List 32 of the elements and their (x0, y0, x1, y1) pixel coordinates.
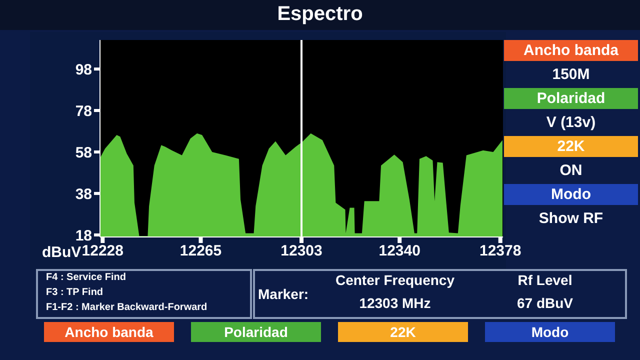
text: 22K (338, 324, 468, 340)
text: 22K (504, 138, 638, 155)
x-tick-label: 12228 (82, 242, 124, 260)
text: Ancho banda (44, 324, 174, 340)
text: V (13v) (545, 114, 597, 131)
text: F1-F2 : Marker Backward-Forward (46, 302, 208, 313)
text: 150M (551, 66, 591, 83)
x-tick-label: 12340 (378, 242, 420, 260)
x-tick-label: 12265 (180, 242, 222, 260)
y-tick-label: 18 (75, 227, 92, 244)
text: F3 : TP Find (46, 287, 104, 298)
y-tick-label: 38 (75, 186, 92, 203)
text: 67 dBuV (516, 295, 574, 311)
text: Rf Level (516, 272, 574, 288)
text: Marker: (258, 286, 309, 302)
x-tick-label: 12303 (280, 242, 322, 260)
text: F4 : Service Find (46, 272, 126, 283)
text: Center Frequency (334, 272, 456, 288)
y-axis-title: dBuV (42, 244, 82, 261)
text: Polaridad (504, 90, 638, 107)
text: Polaridad (191, 324, 321, 340)
text: Show RF (538, 210, 604, 227)
chart-title: Espectro (0, 0, 640, 30)
y-tick-label: 58 (75, 144, 92, 162)
text: ON (558, 162, 584, 179)
text: 12303 MHz (358, 295, 432, 311)
x-tick-label: 12378 (479, 242, 522, 260)
text: Ancho banda (504, 42, 638, 59)
y-tick-label: 78 (75, 102, 92, 120)
y-tick-label: 98 (75, 61, 92, 78)
text: Modo (504, 186, 638, 203)
text: Modo (485, 324, 615, 340)
